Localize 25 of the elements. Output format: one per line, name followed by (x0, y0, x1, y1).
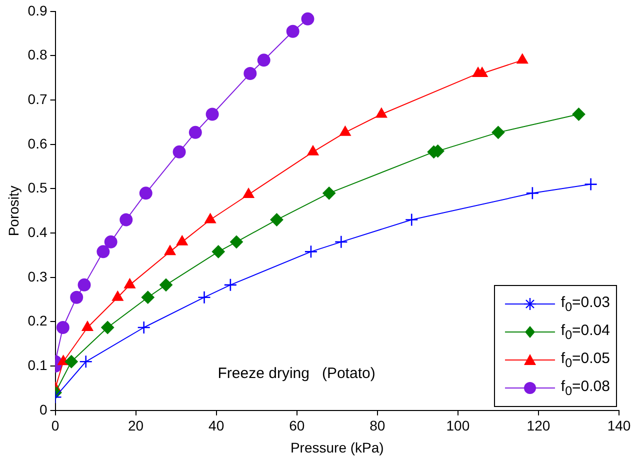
legend-label: f$_{0}$=0.04 (560, 322, 610, 342)
x-tick-label: 20 (128, 418, 144, 434)
legend-label: f$_{0}$=0.03 (560, 294, 610, 314)
x-tick-label: 120 (526, 418, 550, 434)
y-tick-label: 0.9 (28, 2, 48, 18)
annotation: Freeze drying (Potato) (218, 364, 376, 382)
x-tick-label: 100 (446, 418, 470, 434)
x-tick-label: 0 (51, 418, 60, 434)
y-tick-label: 0.8 (28, 46, 48, 63)
y-axis-title: Porosity (5, 186, 22, 236)
legend-label: f$_{0}$=0.05 (560, 350, 610, 370)
x-tick-label: 80 (370, 418, 386, 434)
y-tick-label: 0.5 (28, 180, 48, 196)
y-tick-label: 0.7 (28, 90, 48, 107)
x-tick-label: 40 (208, 418, 224, 434)
x-axis-title: Pressure (kPa) (290, 439, 384, 456)
x-tick-label: 140 (607, 418, 631, 434)
y-tick-label: 0.2 (28, 312, 48, 329)
y-tick-label: 0 (39, 401, 48, 418)
y-tick-label: 0.1 (28, 356, 48, 373)
x-tick-label: 60 (289, 418, 305, 434)
y-tick-label: 0.4 (28, 224, 48, 240)
legend-label: f$_{0}$=0.08 (560, 378, 610, 398)
y-tick-label: 0.6 (28, 135, 48, 152)
y-tick-label: 0.3 (28, 268, 48, 284)
